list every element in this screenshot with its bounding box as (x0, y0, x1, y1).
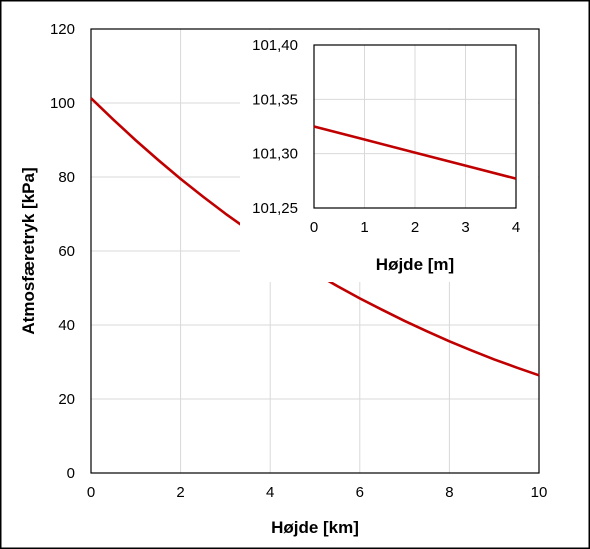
y-tick-label: 80 (58, 169, 75, 186)
x-tick-label: 8 (445, 484, 453, 501)
x-axis-title: Højde [m] (376, 255, 454, 274)
x-tick-label: 10 (531, 484, 548, 501)
y-tick-label: 101,25 (252, 200, 298, 217)
y-axis-title: Atmosfæretryk [kPa] (19, 167, 38, 334)
y-tick-label: 101,35 (252, 91, 298, 108)
x-tick-label: 0 (310, 219, 318, 236)
x-tick-label: 3 (461, 219, 469, 236)
y-tick-label: 40 (58, 317, 75, 334)
x-tick-label: 4 (512, 219, 520, 236)
x-tick-label: 2 (176, 484, 184, 501)
y-tick-label: 120 (50, 21, 75, 38)
x-tick-label: 6 (356, 484, 364, 501)
x-tick-label: 1 (360, 219, 368, 236)
y-tick-label: 0 (67, 465, 75, 482)
series-line-0 (313, 125, 517, 180)
inset-chart: 0 1 2 3 4 101,25 101,30 101,35 101,40 Højde [m] (240, 30, 538, 282)
x-tick-label: 4 (266, 484, 274, 501)
y-tick-label: 20 (58, 391, 75, 408)
plot-border (90, 28, 540, 474)
x-tick-label: 2 (411, 219, 419, 236)
x-tick-label: 0 (87, 484, 95, 501)
y-tick-label: 60 (58, 243, 75, 260)
y-tick-label: 101,30 (252, 146, 298, 163)
y-tick-label: 100 (50, 95, 75, 112)
y-tick-label: 101,40 (252, 37, 298, 54)
x-axis-title: Højde [km] (271, 518, 359, 537)
